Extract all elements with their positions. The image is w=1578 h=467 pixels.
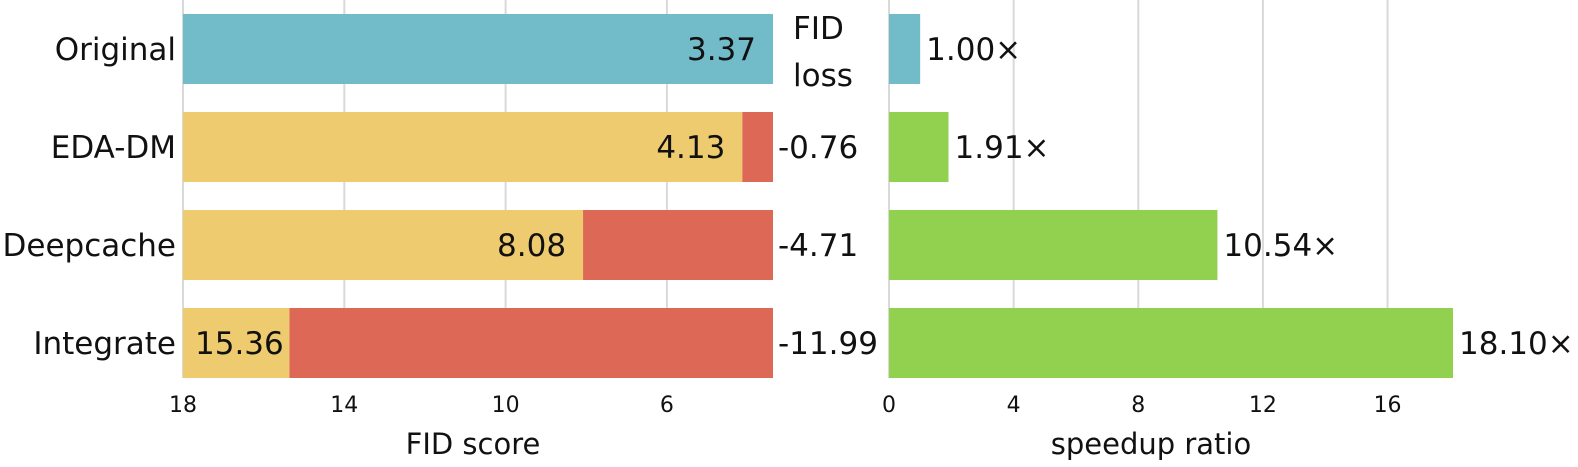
speedup-bar-integrate (889, 308, 1453, 378)
fid-bar-eda-dm (183, 112, 743, 182)
fid-bar-original (183, 14, 773, 84)
speedup-bars (889, 14, 1453, 378)
speedup-value-label-deepcache: 10.54× (1223, 228, 1338, 264)
speedup-value-label-original: 1.00× (926, 32, 1021, 68)
loss-header-line-1: FID (793, 11, 844, 47)
speedup-tick-label: 16 (1374, 393, 1402, 418)
speedup-axis-title: speedup ratio (1051, 427, 1251, 461)
fid-loss-label-integrate: -11.99 (778, 326, 878, 362)
fid-loss-label-eda-dm: -0.76 (778, 130, 858, 166)
fid-bar-integrate (183, 308, 290, 378)
category-label-original: Original (55, 32, 176, 68)
fid-bars (183, 14, 773, 378)
fid-value-label-original: 3.37 (687, 32, 756, 68)
speedup-bar-eda-dm (889, 112, 949, 182)
speedup-tick-label: 12 (1249, 393, 1277, 418)
fid-tick-label: 18 (169, 393, 197, 418)
fid-tick-label: 10 (492, 393, 520, 418)
fid-value-label-eda-dm: 4.13 (656, 130, 725, 166)
speedup-value-label-eda-dm: 1.91× (955, 130, 1050, 166)
fid-bar-deepcache (183, 210, 584, 280)
fid-loss-bar-integrate (289, 308, 773, 378)
category-label-integrate: Integrate (33, 326, 176, 362)
chart-labels: 18 14 10 6 0 4 8 12 16 FID score speedup ratio FID l… (3, 11, 1574, 461)
fid-loss-bar-eda-dm (742, 112, 773, 182)
category-label-eda-dm: EDA-DM (51, 130, 176, 166)
speedup-tick-label: 4 (1007, 393, 1021, 418)
fid-value-label-deepcache: 8.08 (497, 228, 566, 264)
speedup-bar-deepcache (889, 210, 1218, 280)
speedup-tick-label: 8 (1131, 393, 1145, 418)
fid-tick-label: 14 (330, 393, 358, 418)
fid-value-label-integrate: 15.36 (195, 326, 284, 362)
speedup-tick-label: 0 (882, 393, 896, 418)
fid-axis-title: FID score (406, 427, 541, 461)
fid-tick-label: 6 (660, 393, 674, 418)
fid-loss-bar-deepcache (583, 210, 773, 280)
loss-header-line-2: loss (793, 58, 853, 94)
speedup-value-label-integrate: 18.10× (1459, 326, 1574, 362)
category-label-deepcache: Deepcache (3, 228, 177, 264)
speedup-bar-original (889, 14, 921, 84)
fid-loss-label-deepcache: -4.71 (778, 228, 858, 264)
